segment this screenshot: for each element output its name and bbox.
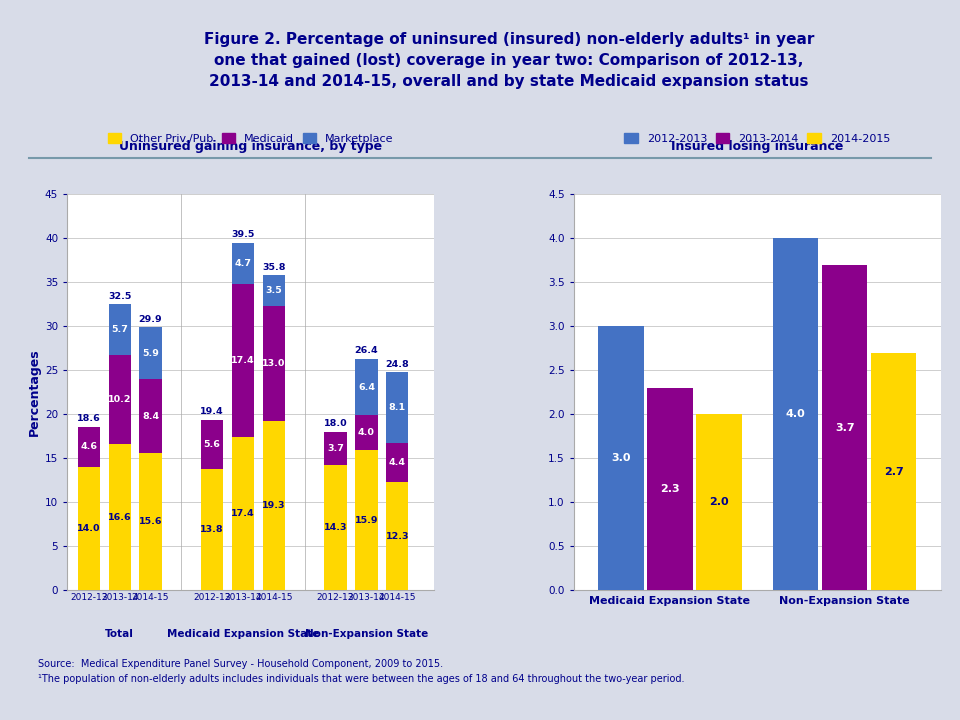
Bar [108, 305, 131, 354]
Bar [201, 469, 224, 590]
Title: Insured losing insurance: Insured losing insurance [671, 140, 844, 153]
Text: 10.2: 10.2 [108, 395, 132, 404]
Text: 5.9: 5.9 [142, 348, 159, 358]
Text: 3.7: 3.7 [835, 423, 854, 433]
Bar [324, 464, 347, 590]
Bar [696, 415, 741, 590]
Text: Non-Expansion State: Non-Expansion State [304, 629, 428, 639]
Text: 26.4: 26.4 [354, 346, 378, 354]
Bar [78, 467, 100, 590]
Bar [139, 379, 161, 453]
Text: 4.4: 4.4 [389, 459, 406, 467]
Text: 29.9: 29.9 [138, 315, 162, 324]
Text: 19.4: 19.4 [201, 407, 224, 416]
Bar [355, 451, 377, 590]
Text: 13.0: 13.0 [262, 359, 285, 368]
Bar [386, 444, 408, 482]
Text: 4.7: 4.7 [234, 259, 252, 268]
Text: 4.0: 4.0 [786, 410, 805, 419]
Bar [232, 437, 254, 590]
Bar [232, 243, 254, 284]
Bar [108, 444, 131, 590]
Bar [386, 482, 408, 590]
Text: 15.6: 15.6 [139, 517, 162, 526]
Text: Source:  Medical Expenditure Panel Survey - Household Component, 2009 to 2015.
¹: Source: Medical Expenditure Panel Survey… [38, 659, 684, 683]
Bar [263, 306, 285, 420]
Text: 17.4: 17.4 [231, 356, 254, 365]
Text: 2.7: 2.7 [884, 467, 903, 477]
Text: 18.0: 18.0 [324, 420, 348, 428]
Text: 5.7: 5.7 [111, 325, 128, 334]
Text: 32.5: 32.5 [108, 292, 132, 301]
Text: Figure 2. Percentage of uninsured (insured) non-elderly adults¹ in year
one that: Figure 2. Percentage of uninsured (insur… [204, 32, 814, 89]
Text: Total: Total [106, 629, 134, 639]
Text: Medicaid Expansion State: Medicaid Expansion State [167, 629, 320, 639]
Bar [355, 415, 377, 451]
Bar [647, 388, 692, 590]
Text: 12.3: 12.3 [386, 532, 409, 541]
Bar [822, 265, 868, 590]
Bar [78, 427, 100, 467]
Bar [139, 453, 161, 590]
Text: 2.3: 2.3 [660, 485, 680, 494]
Text: 4.0: 4.0 [358, 428, 374, 437]
Bar [139, 328, 161, 379]
Text: 13.8: 13.8 [201, 525, 224, 534]
Text: 2.0: 2.0 [709, 498, 729, 508]
Text: 14.3: 14.3 [324, 523, 348, 532]
Bar [773, 238, 819, 590]
Text: 14.0: 14.0 [77, 524, 101, 534]
Bar [108, 354, 131, 444]
Text: 18.6: 18.6 [77, 414, 101, 423]
Text: 5.6: 5.6 [204, 440, 221, 449]
Text: 17.4: 17.4 [231, 509, 254, 518]
Legend: Other Priv./Pub, Medicaid, Marketplace: Other Priv./Pub, Medicaid, Marketplace [103, 129, 398, 148]
Bar [871, 353, 917, 590]
Text: 8.4: 8.4 [142, 412, 159, 420]
Text: 24.8: 24.8 [385, 359, 409, 369]
Legend: 2012-2013, 2013-2014, 2014-2015: 2012-2013, 2013-2014, 2014-2015 [620, 129, 895, 148]
Bar [386, 372, 408, 444]
Bar [232, 284, 254, 437]
Title: Uninsured gaining insurance, by type: Uninsured gaining insurance, by type [119, 140, 382, 153]
Bar [201, 420, 224, 469]
Text: 35.8: 35.8 [262, 263, 286, 272]
Text: 16.6: 16.6 [108, 513, 132, 522]
Text: 19.3: 19.3 [262, 501, 286, 510]
Text: 4.6: 4.6 [81, 443, 97, 451]
Text: 3.0: 3.0 [612, 454, 631, 464]
Text: 15.9: 15.9 [354, 516, 378, 525]
Text: 3.7: 3.7 [327, 444, 344, 453]
Text: 8.1: 8.1 [389, 403, 406, 413]
Y-axis label: Percentages: Percentages [28, 348, 40, 436]
Text: 39.5: 39.5 [231, 230, 254, 239]
Text: 6.4: 6.4 [358, 382, 375, 392]
Text: 3.5: 3.5 [266, 287, 282, 295]
Bar [355, 359, 377, 415]
Bar [324, 432, 347, 464]
Bar [263, 420, 285, 590]
Bar [598, 326, 643, 590]
Bar [263, 275, 285, 306]
